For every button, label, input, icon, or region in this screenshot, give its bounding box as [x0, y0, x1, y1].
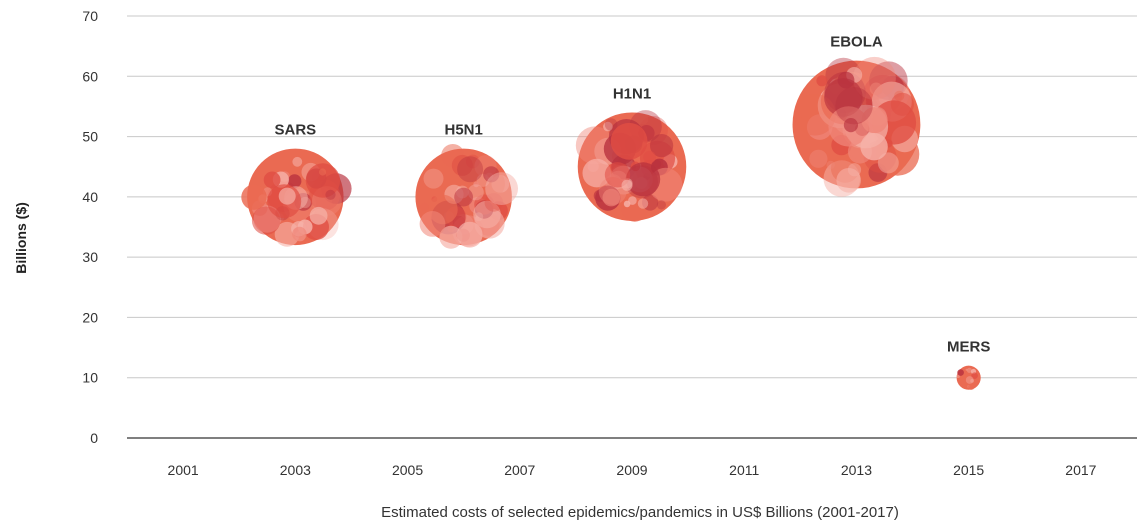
- bubble-speck: [420, 202, 429, 212]
- bubble-speck: [263, 171, 281, 189]
- bubble-speck: [650, 134, 674, 158]
- bubble-speck: [809, 149, 828, 168]
- bubble-speck: [965, 376, 974, 384]
- bubble-speck: [604, 118, 618, 131]
- bubble-speck: [485, 172, 518, 206]
- y-tick-label: 30: [82, 249, 98, 265]
- bubble-speck: [428, 180, 438, 191]
- bubble-speck: [292, 226, 307, 242]
- x-tick-label: 2009: [616, 462, 647, 478]
- bubble-speck: [419, 211, 446, 237]
- y-axis-ticks: 0 10 20 30 40 50 60 70: [82, 8, 98, 446]
- bubbles: [241, 56, 981, 390]
- y-tick-label: 60: [82, 68, 98, 84]
- y-tick-label: 0: [90, 430, 98, 446]
- x-tick-label: 2013: [841, 462, 872, 478]
- bubble-label: SARS: [274, 122, 316, 139]
- bubble-mers: [956, 365, 981, 390]
- bubble-speck: [575, 126, 614, 165]
- bubble-speck: [890, 92, 915, 116]
- bubble-speck: [251, 206, 281, 235]
- bubble-speck: [582, 158, 612, 188]
- bubble-speck: [628, 196, 637, 205]
- x-axis-label: Estimated costs of selected epidemics/pa…: [381, 504, 899, 521]
- bubble-speck: [292, 156, 303, 167]
- bubble-speck: [852, 56, 896, 100]
- bubble-speck: [305, 163, 341, 198]
- bubble-speck: [241, 184, 267, 210]
- x-axis-ticks: 2001 2003 2005 2007 2009 2011 2013 2015 2017: [168, 462, 1097, 478]
- bubble-speck: [278, 187, 296, 205]
- x-tick-label: 2001: [168, 462, 199, 478]
- bubble-label: EBOLA: [830, 34, 883, 51]
- bubble-speck: [816, 75, 828, 87]
- bubble-speck: [457, 156, 484, 183]
- bubble-speck: [835, 87, 873, 125]
- y-axis-label: Billions ($): [13, 202, 29, 274]
- bubble-speck: [970, 379, 974, 383]
- x-tick-label: 2003: [280, 462, 311, 478]
- bubble-speck: [637, 198, 649, 209]
- x-tick-label: 2005: [392, 462, 423, 478]
- bubble-speck: [957, 369, 964, 376]
- bubble-label: MERS: [947, 339, 990, 356]
- bubble-speck: [439, 225, 463, 249]
- bubble-speck: [423, 168, 444, 189]
- bubble-label: H5N1: [444, 122, 482, 139]
- bubble-speck: [287, 174, 302, 188]
- bubble-speck: [623, 200, 631, 208]
- bubble-speck: [860, 133, 888, 161]
- bubble-speck: [603, 121, 613, 132]
- bubble-speck: [643, 150, 656, 164]
- bubble-ebola: [792, 56, 921, 197]
- bubble-speck: [638, 114, 649, 125]
- bubble-speck: [325, 189, 336, 200]
- bubble-speck: [807, 137, 826, 155]
- bubble-speck: [971, 372, 978, 380]
- x-tick-label: 2011: [729, 462, 759, 478]
- bubble-labels: SARS H5N1 H1N1 EBOLA MERS: [274, 34, 990, 356]
- bubble-speck: [621, 179, 633, 191]
- y-tick-label: 50: [82, 129, 98, 145]
- bubble-speck: [837, 71, 855, 89]
- bubble-speck: [625, 165, 658, 199]
- bubble-h1n1: [575, 110, 687, 222]
- bubble-speck: [826, 160, 835, 170]
- bubble-speck: [454, 187, 473, 207]
- bubble-speck: [473, 181, 480, 188]
- y-tick-label: 70: [82, 8, 98, 24]
- bubble-label: H1N1: [613, 85, 651, 102]
- bubble-speck: [309, 206, 328, 225]
- bubble-speck: [610, 122, 648, 160]
- bubble-speck: [652, 159, 662, 169]
- bubble-speck: [965, 368, 968, 371]
- bubble-speck: [626, 162, 661, 197]
- x-tick-label: 2015: [953, 462, 984, 478]
- bubble-speck: [968, 383, 975, 390]
- bubble-speck: [836, 168, 861, 193]
- y-tick-label: 20: [82, 309, 98, 325]
- bubble-speck: [869, 82, 883, 96]
- bubble-speck: [451, 154, 473, 176]
- bubble-speck: [299, 196, 311, 209]
- bubble-sars: [241, 148, 352, 247]
- bubble-speck: [656, 200, 667, 210]
- bubble-h5n1: [415, 144, 518, 249]
- bubble-speck: [966, 367, 973, 373]
- bubble-speck: [473, 200, 501, 229]
- bubble-speck: [602, 188, 621, 207]
- bubble-speck: [319, 168, 327, 176]
- x-tick-label: 2017: [1065, 462, 1096, 478]
- bubble-speck: [843, 118, 859, 133]
- bubble-speck: [456, 221, 483, 248]
- bubble-speck: [877, 152, 899, 174]
- y-tick-label: 10: [82, 370, 98, 386]
- y-tick-label: 40: [82, 189, 98, 205]
- x-tick-label: 2007: [504, 462, 535, 478]
